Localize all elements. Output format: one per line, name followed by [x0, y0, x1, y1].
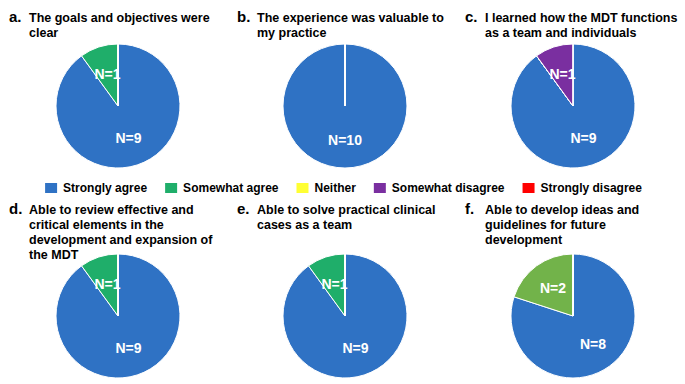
svg-text:Strongly agree: Strongly agree [63, 181, 147, 195]
svg-text:c.: c. [465, 8, 478, 25]
svg-text:f.: f. [465, 200, 474, 217]
svg-text:N=1: N=1 [94, 66, 120, 82]
svg-text:N=1: N=1 [549, 66, 575, 82]
svg-text:N=9: N=9 [342, 340, 368, 356]
svg-text:as a team and individuals: as a team and individuals [485, 26, 636, 40]
svg-text:N=2: N=2 [540, 280, 566, 296]
svg-text:my practice: my practice [257, 26, 327, 40]
svg-text:Able to review effective and: Able to review effective and [29, 203, 197, 217]
svg-text:development and expansion of: development and expansion of [29, 233, 216, 247]
svg-text:The experience was valuable to: The experience was valuable to [257, 11, 447, 25]
svg-text:N=9: N=9 [115, 340, 141, 356]
svg-text:d.: d. [9, 200, 22, 217]
svg-text:I learned how the MDT function: I learned how the MDT functions [485, 11, 681, 25]
svg-text:a.: a. [9, 8, 22, 25]
svg-text:Somewhat disagree: Somewhat disagree [392, 181, 505, 195]
svg-text:N=10: N=10 [328, 132, 362, 148]
svg-text:N=1: N=1 [94, 276, 120, 292]
svg-text:Neither: Neither [314, 181, 356, 195]
svg-text:the MDT: the MDT [29, 248, 79, 262]
svg-text:development: development [485, 233, 563, 247]
svg-text:Somewhat agree: Somewhat agree [183, 181, 279, 195]
svg-text:N=8: N=8 [580, 336, 606, 352]
svg-text:critical elements in the: critical elements in the [29, 218, 167, 232]
svg-text:cases as a team: cases as a team [257, 218, 352, 232]
svg-text:Able to solve practical clinic: Able to solve practical clinical [257, 203, 439, 217]
svg-text:The goals and objectives were: The goals and objectives were [29, 11, 213, 25]
svg-text:e.: e. [237, 200, 250, 217]
svg-text:N=9: N=9 [570, 130, 596, 146]
svg-text:N=9: N=9 [115, 130, 141, 146]
svg-text:b.: b. [237, 8, 250, 25]
svg-text:clear: clear [29, 26, 58, 40]
svg-text:N=1: N=1 [321, 276, 347, 292]
svg-text:guidelines for future: guidelines for future [485, 218, 609, 232]
svg-text:Able to develop ideas and: Able to develop ideas and [485, 203, 643, 217]
svg-text:Strongly disagree: Strongly disagree [541, 181, 643, 195]
